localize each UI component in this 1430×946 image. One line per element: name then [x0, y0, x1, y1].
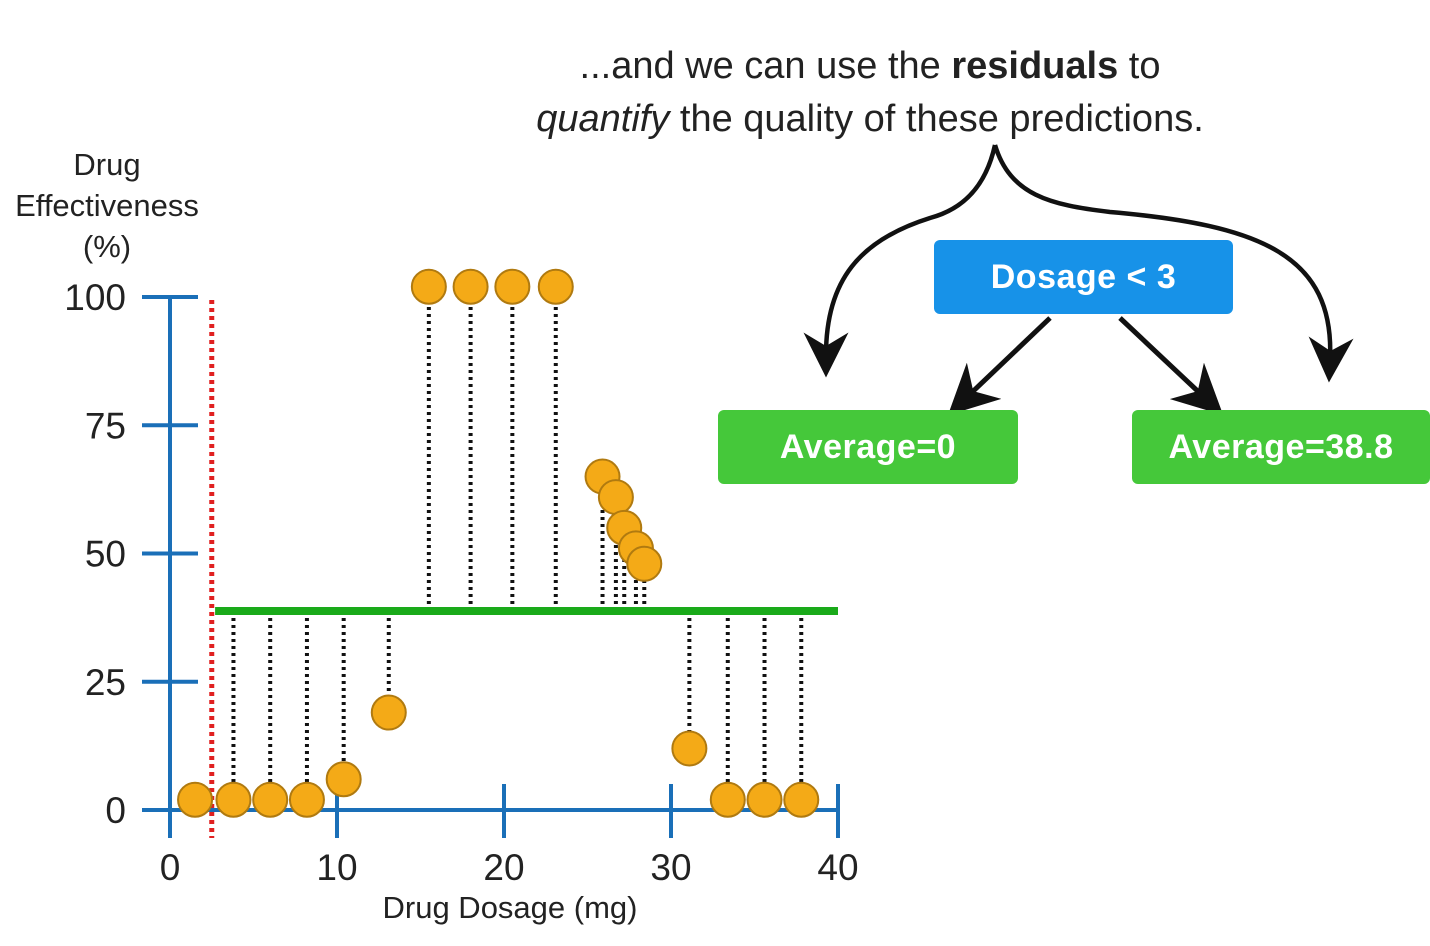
- y-tick-label: 50: [85, 534, 126, 575]
- y-tick-label: 25: [85, 662, 126, 703]
- y-tick-label: 75: [85, 405, 126, 446]
- y-tick-label: 100: [64, 277, 126, 318]
- x-tick-label: 20: [483, 847, 524, 888]
- y-axis-label-line: (%): [82, 229, 132, 264]
- data-point: [370, 694, 407, 731]
- data-point: [288, 781, 325, 818]
- x-tick-label: 40: [817, 847, 858, 888]
- x-tick-label: 30: [650, 847, 691, 888]
- caption-line2-post: the quality of these predictions.: [669, 98, 1204, 140]
- brace-arrow-left: [803, 144, 998, 378]
- tree-leaf-right: Average=38.8: [1132, 410, 1430, 484]
- data-point: [494, 268, 531, 305]
- data-point: [325, 761, 362, 798]
- data-point: [746, 781, 783, 818]
- data-point: [215, 781, 252, 818]
- data-point: [671, 730, 708, 767]
- data-point: [537, 268, 574, 305]
- data-point: [709, 781, 746, 818]
- data-point: [597, 479, 634, 516]
- tree-branch-right: [1118, 316, 1224, 416]
- y-axis-label: Drug Effectiveness (%): [0, 144, 214, 267]
- tree-leaf-left: Average=0: [718, 410, 1018, 484]
- tree-connectors: [803, 144, 1354, 416]
- caption-text: ...and we can use the residuals to quant…: [440, 40, 1300, 146]
- data-point: [410, 268, 447, 305]
- brace-arrow-right: [992, 144, 1354, 383]
- data-point: [783, 781, 820, 818]
- caption-line1-pre: ...and we can use the: [579, 45, 952, 87]
- data-point: [177, 781, 214, 818]
- tree-branch-left: [947, 316, 1052, 416]
- y-axis-label-line: Drug: [73, 147, 141, 182]
- caption-quantify-italic: quantify: [536, 98, 670, 140]
- caption-residuals-bold: residuals: [951, 45, 1119, 87]
- y-axis-label-line: Effectiveness: [15, 188, 199, 223]
- x-axis-label: Drug Dosage (mg): [382, 890, 638, 925]
- data-point: [452, 268, 489, 305]
- data-point: [252, 781, 289, 818]
- x-tick-label: 0: [160, 847, 181, 888]
- tree-root-node: Dosage < 3: [934, 240, 1233, 314]
- x-tick-label: 10: [316, 847, 357, 888]
- caption-line1-post: to: [1118, 45, 1161, 87]
- y-tick-label: 0: [105, 790, 126, 831]
- data-point: [626, 545, 663, 582]
